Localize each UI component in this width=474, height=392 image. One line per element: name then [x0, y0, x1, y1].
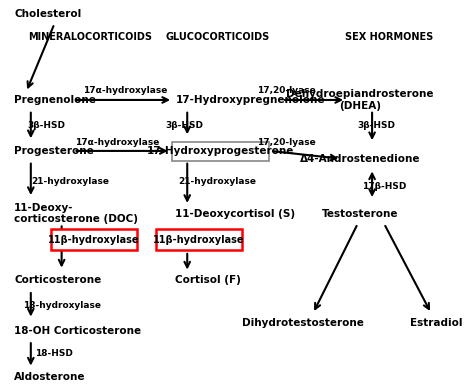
Text: 3β-HSD: 3β-HSD [165, 121, 203, 130]
Text: 17α-hydroxylase: 17α-hydroxylase [75, 138, 160, 147]
Text: 18-HSD: 18-HSD [35, 349, 73, 358]
Text: SEX HORMONES: SEX HORMONES [345, 32, 433, 42]
Text: MINERALOCORTICOIDS: MINERALOCORTICOIDS [28, 32, 152, 42]
Text: 21-hydroxylase: 21-hydroxylase [178, 178, 256, 186]
Text: Cholesterol: Cholesterol [14, 9, 82, 19]
Text: 17α-hydroxylase: 17α-hydroxylase [83, 87, 168, 95]
Text: Pregnenolone: Pregnenolone [14, 95, 96, 105]
Text: Dehydroepiandrosterone
(DHEA): Dehydroepiandrosterone (DHEA) [286, 89, 434, 111]
Text: Testosterone: Testosterone [322, 209, 399, 219]
Text: Corticosterone: Corticosterone [14, 275, 101, 285]
Text: Aldosterone: Aldosterone [14, 372, 86, 382]
Text: 11β-hydroxylase: 11β-hydroxylase [153, 234, 245, 245]
Text: Cortisol (F): Cortisol (F) [175, 275, 241, 285]
Text: Δ4-Androstenedione: Δ4-Androstenedione [300, 154, 420, 164]
Text: 11-Deoxy-
corticosterone (DOC): 11-Deoxy- corticosterone (DOC) [14, 203, 138, 225]
Text: 17β-HSD: 17β-HSD [362, 182, 406, 191]
Text: Estradiol: Estradiol [410, 318, 462, 328]
Text: 17-Hydroxyprogesterone: 17-Hydroxyprogesterone [147, 146, 294, 156]
Text: 21-hydroxylase: 21-hydroxylase [31, 178, 109, 186]
Text: 11-Deoxycortisol (S): 11-Deoxycortisol (S) [175, 209, 295, 219]
Text: Progesterone: Progesterone [14, 146, 94, 156]
Text: 17,20-lyase: 17,20-lyase [257, 87, 316, 95]
Text: GLUCOCORTICOIDS: GLUCOCORTICOIDS [166, 32, 270, 42]
Text: 17,20-lyase: 17,20-lyase [257, 138, 316, 147]
Text: 17-Hydroxypregnenolone: 17-Hydroxypregnenolone [175, 95, 325, 105]
Text: Dihydrotestosterone: Dihydrotestosterone [242, 318, 365, 328]
Bar [172, 142, 269, 161]
Text: 18-hydroxylase: 18-hydroxylase [23, 301, 100, 310]
Bar [156, 229, 242, 250]
Bar [51, 229, 137, 250]
Text: 11β-hydroxylase: 11β-hydroxylase [48, 234, 140, 245]
Text: 3β-HSD: 3β-HSD [358, 121, 396, 130]
Text: 18-OH Corticosterone: 18-OH Corticosterone [14, 326, 141, 336]
Text: 3β-HSD: 3β-HSD [27, 121, 65, 130]
